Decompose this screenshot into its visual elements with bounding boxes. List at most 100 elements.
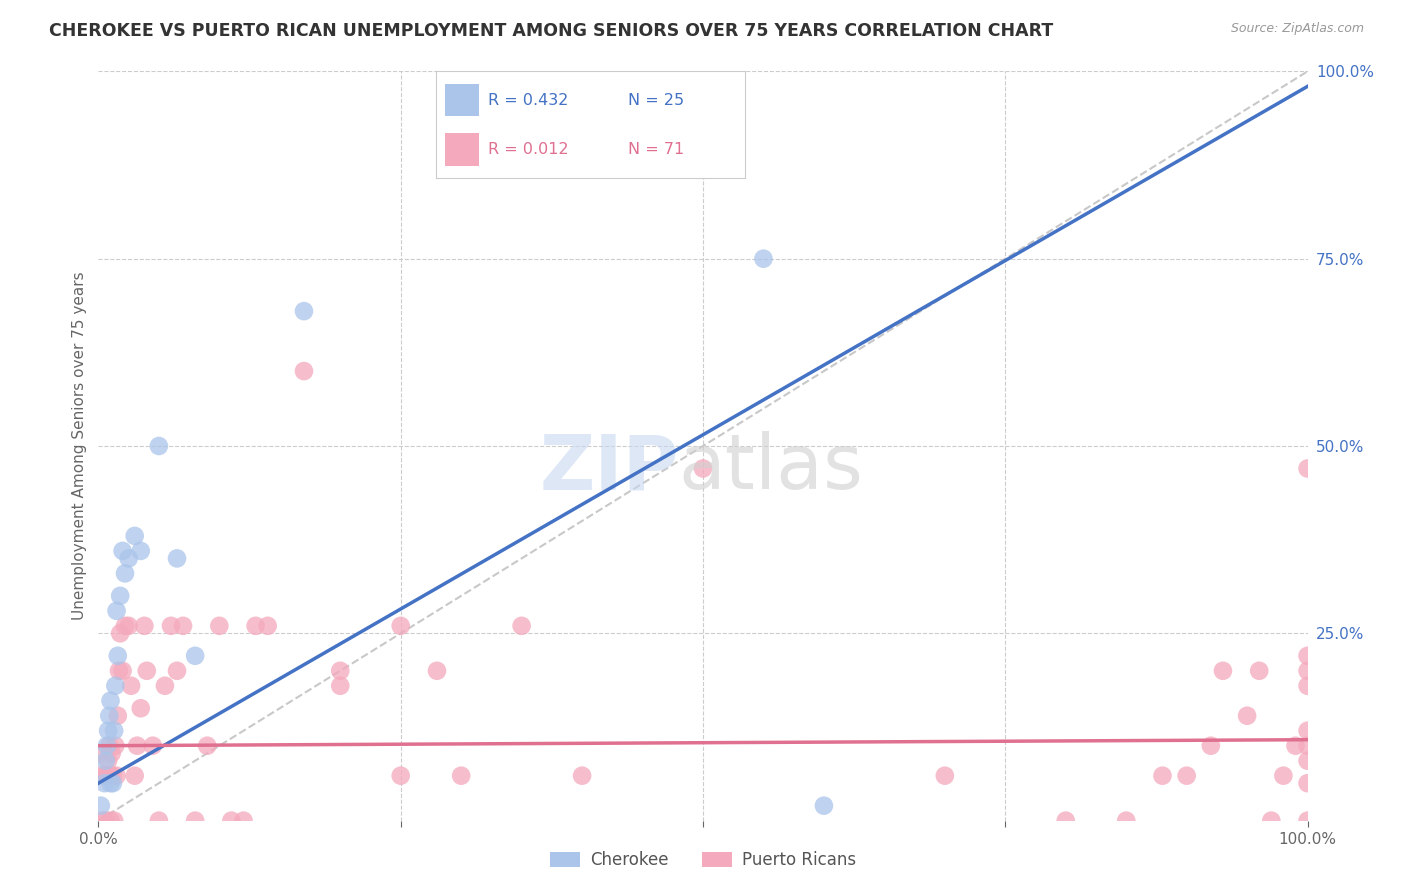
Point xyxy=(166,551,188,566)
Point xyxy=(1199,739,1222,753)
Point xyxy=(96,769,118,783)
Point xyxy=(104,739,127,753)
Point xyxy=(292,304,315,318)
Point xyxy=(1054,814,1077,828)
Point xyxy=(108,664,131,678)
Point xyxy=(105,604,128,618)
Point xyxy=(96,739,118,753)
Y-axis label: Unemployment Among Seniors over 75 years: Unemployment Among Seniors over 75 years xyxy=(72,272,87,620)
Point xyxy=(1212,664,1234,678)
FancyBboxPatch shape xyxy=(446,84,479,116)
Text: ZIP: ZIP xyxy=(540,432,679,506)
Point xyxy=(111,544,134,558)
Point xyxy=(153,679,176,693)
Point xyxy=(129,544,152,558)
Point xyxy=(160,619,183,633)
Point xyxy=(100,776,122,790)
Point xyxy=(1296,664,1319,678)
Point xyxy=(94,814,117,828)
Point xyxy=(135,664,157,678)
Text: N = 71: N = 71 xyxy=(627,142,683,157)
Point xyxy=(232,814,254,828)
Point xyxy=(87,769,110,783)
Text: N = 25: N = 25 xyxy=(627,93,683,108)
Point xyxy=(329,664,352,678)
Point xyxy=(91,814,114,828)
Point xyxy=(142,739,165,753)
Point xyxy=(97,723,120,738)
Point xyxy=(571,769,593,783)
Point xyxy=(1296,776,1319,790)
Point xyxy=(221,814,243,828)
Point xyxy=(105,769,128,783)
Text: atlas: atlas xyxy=(679,432,863,506)
Point xyxy=(90,798,112,813)
Point xyxy=(450,769,472,783)
Point xyxy=(1175,769,1198,783)
Point xyxy=(114,619,136,633)
Point xyxy=(389,619,412,633)
Point xyxy=(1296,461,1319,475)
Point xyxy=(195,739,218,753)
Point xyxy=(100,769,122,783)
Point xyxy=(103,723,125,738)
Point xyxy=(100,814,122,828)
Legend: Cherokee, Puerto Ricans: Cherokee, Puerto Ricans xyxy=(543,845,863,876)
Point xyxy=(172,619,194,633)
Point xyxy=(120,679,142,693)
Point xyxy=(1249,664,1271,678)
Point xyxy=(813,798,835,813)
Point xyxy=(692,461,714,475)
Point xyxy=(93,776,115,790)
Point xyxy=(208,619,231,633)
Point xyxy=(1284,739,1306,753)
Point xyxy=(134,619,156,633)
Text: CHEROKEE VS PUERTO RICAN UNEMPLOYMENT AMONG SENIORS OVER 75 YEARS CORRELATION CH: CHEROKEE VS PUERTO RICAN UNEMPLOYMENT AM… xyxy=(49,22,1053,40)
Point xyxy=(111,664,134,678)
Point xyxy=(1296,739,1319,753)
Point xyxy=(148,439,170,453)
Point xyxy=(98,708,121,723)
Point xyxy=(184,648,207,663)
Point xyxy=(104,679,127,693)
Point xyxy=(108,589,131,603)
Text: R = 0.432: R = 0.432 xyxy=(488,93,569,108)
Point xyxy=(1272,769,1295,783)
Point xyxy=(1296,679,1319,693)
Point xyxy=(127,739,149,753)
Point xyxy=(108,626,131,640)
Point xyxy=(1296,648,1319,663)
Point xyxy=(101,769,124,783)
Point xyxy=(510,619,533,633)
Point xyxy=(118,551,141,566)
Point xyxy=(129,701,152,715)
Point xyxy=(329,679,352,693)
Point xyxy=(166,664,188,678)
Point xyxy=(107,708,129,723)
Point xyxy=(87,746,110,760)
Point xyxy=(184,814,207,828)
Point xyxy=(97,754,120,768)
Point xyxy=(148,814,170,828)
Point xyxy=(114,566,136,581)
Point xyxy=(98,739,121,753)
Point xyxy=(107,648,129,663)
Point xyxy=(426,664,449,678)
Point xyxy=(124,769,146,783)
Text: R = 0.012: R = 0.012 xyxy=(488,142,569,157)
Point xyxy=(118,619,141,633)
Point xyxy=(934,769,956,783)
Point xyxy=(1115,814,1137,828)
Point xyxy=(752,252,775,266)
Point xyxy=(100,746,122,760)
Point xyxy=(1260,814,1282,828)
Point xyxy=(1152,769,1174,783)
Point xyxy=(1296,754,1319,768)
Point xyxy=(103,814,125,828)
Point xyxy=(124,529,146,543)
Point xyxy=(1296,814,1319,828)
Point xyxy=(93,769,115,783)
Point xyxy=(245,619,267,633)
Point xyxy=(389,769,412,783)
Point xyxy=(100,694,122,708)
